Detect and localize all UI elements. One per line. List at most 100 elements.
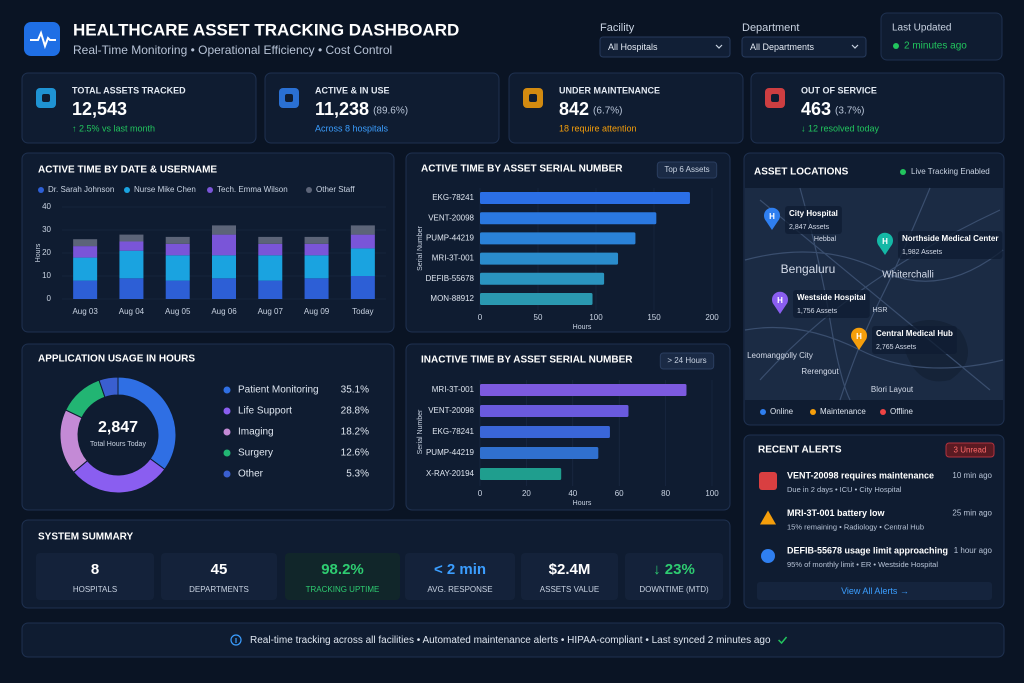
bar-segment	[212, 278, 236, 299]
summary-label: AVG. RESPONSE	[427, 585, 492, 594]
unread-badge-text: 3 Unread	[954, 446, 987, 455]
axis-title: Serial Number	[417, 409, 424, 454]
map-road	[744, 326, 1004, 369]
last-updated-value: 2 minutes ago	[904, 41, 967, 52]
map-pin-glyph: H	[777, 296, 783, 305]
hospital-name: Central Medical Hub	[876, 329, 953, 338]
x-tick-label: 150	[647, 313, 661, 322]
legend-swatch	[760, 409, 766, 415]
bar	[480, 252, 619, 265]
dropdown-value: All Departments	[750, 42, 815, 52]
x-tick-label: 80	[661, 489, 670, 498]
card	[264, 72, 500, 144]
legend-label: Life Support	[238, 406, 292, 417]
alert-title: DEFIB-55678 usage limit approaching	[787, 545, 948, 555]
kpi-label: TOTAL ASSETS TRACKED	[72, 85, 186, 95]
bar-segment	[304, 255, 329, 279]
card	[880, 12, 1003, 61]
legend-value: 35.1%	[341, 385, 369, 396]
badge-text: > 24 Hours	[667, 356, 706, 365]
summary-box	[161, 553, 277, 600]
alert-title: MRI-3T-001 battery low	[787, 508, 886, 518]
legend-label: Other Staff	[316, 185, 355, 194]
map-pin[interactable]	[763, 207, 780, 230]
hospital-name: Westside Hospital	[797, 293, 866, 302]
summary-box	[285, 553, 400, 600]
legend-label: Patient Monitoring	[238, 385, 319, 396]
legend-swatch	[124, 187, 130, 193]
map-pin-glyph: H	[882, 237, 888, 246]
hospital-name: Northside Medical Center	[902, 234, 998, 243]
donut-center-value: 2,847	[98, 419, 138, 436]
filter-label: Facility	[600, 22, 635, 34]
filter-label: Department	[742, 22, 799, 34]
y-tick-label: X-RAY-20194	[426, 469, 475, 478]
x-tick-label: 20	[522, 489, 531, 498]
map-pin[interactable]	[850, 327, 867, 350]
bar-segment	[350, 225, 375, 235]
x-tick-label: 100	[705, 489, 719, 498]
badge	[659, 352, 715, 370]
hospital-callout	[785, 206, 842, 234]
y-tick-label: EKG-78241	[432, 193, 474, 202]
hospital-assets: 1,982 Assets	[902, 249, 943, 256]
chart-title: ACTIVE TIME BY ASSET SERIAL NUMBER	[421, 164, 623, 175]
alert-detail: Due in 2 days • ICU • City Hospital	[787, 485, 902, 494]
legend-swatch	[223, 470, 231, 478]
bar	[480, 426, 610, 438]
summary-box	[625, 553, 723, 600]
bar-segment	[119, 250, 144, 279]
bar	[480, 272, 605, 285]
alert-time: 1 hour ago	[954, 546, 993, 555]
bar	[480, 384, 687, 396]
x-tick-label: Aug 04	[119, 307, 145, 316]
card	[743, 434, 1005, 609]
summary-value: < 2 min	[434, 561, 486, 578]
legend-swatch	[810, 409, 816, 415]
dropdown-value: All Hospitals	[608, 42, 658, 52]
dropdown[interactable]	[599, 36, 731, 58]
card	[21, 622, 1005, 658]
kpi-note: 18 require attention	[559, 123, 637, 133]
summary-value: 45	[211, 561, 228, 578]
bar-segment	[165, 243, 190, 256]
legend-label: Surgery	[238, 448, 273, 459]
alert-icon	[761, 549, 775, 563]
map-road	[839, 187, 931, 401]
x-tick-label: Aug 07	[258, 307, 284, 316]
legend-label: Imaging	[238, 427, 274, 438]
map-pin[interactable]	[876, 232, 893, 255]
bar-segment	[258, 243, 283, 256]
dropdown[interactable]	[741, 36, 867, 58]
view-all-button[interactable]	[757, 582, 992, 600]
hospital-callout	[872, 326, 957, 354]
bar-segment	[73, 239, 98, 247]
map-pin[interactable]	[771, 291, 788, 314]
x-tick-label: 0	[478, 489, 483, 498]
hospital-assets: 2,847 Assets	[789, 224, 830, 231]
map-place: Bengaluru	[781, 262, 836, 276]
map-place: Leomanggolly City	[747, 351, 813, 360]
x-tick-label: 40	[568, 489, 577, 498]
kpi-value: 842	[559, 99, 589, 119]
hospital-assets: 2,765 Assets	[876, 344, 917, 351]
x-tick-label: 50	[534, 313, 543, 322]
y-tick-label: MRI-3T-001	[432, 385, 475, 394]
legend-swatch	[207, 187, 213, 193]
map-place: HSR	[873, 307, 888, 314]
donut-center-label: Total Hours Today	[90, 441, 146, 448]
bar	[480, 232, 636, 245]
kpi-icon-glyph	[529, 94, 537, 102]
bar-segment	[350, 276, 375, 299]
alert-icon	[760, 510, 776, 525]
legend-swatch	[306, 187, 312, 193]
view-all-link[interactable]: View All Alerts →	[841, 586, 909, 596]
card	[21, 152, 395, 333]
legend-swatch	[223, 428, 231, 436]
summary-label: ASSETS VALUE	[540, 585, 599, 594]
bar-segment	[350, 234, 375, 249]
x-tick-label: Aug 03	[72, 307, 98, 316]
kpi-label: OUT OF SERVICE	[801, 85, 877, 95]
bar-segment	[212, 255, 236, 279]
bar-segment	[73, 280, 98, 299]
